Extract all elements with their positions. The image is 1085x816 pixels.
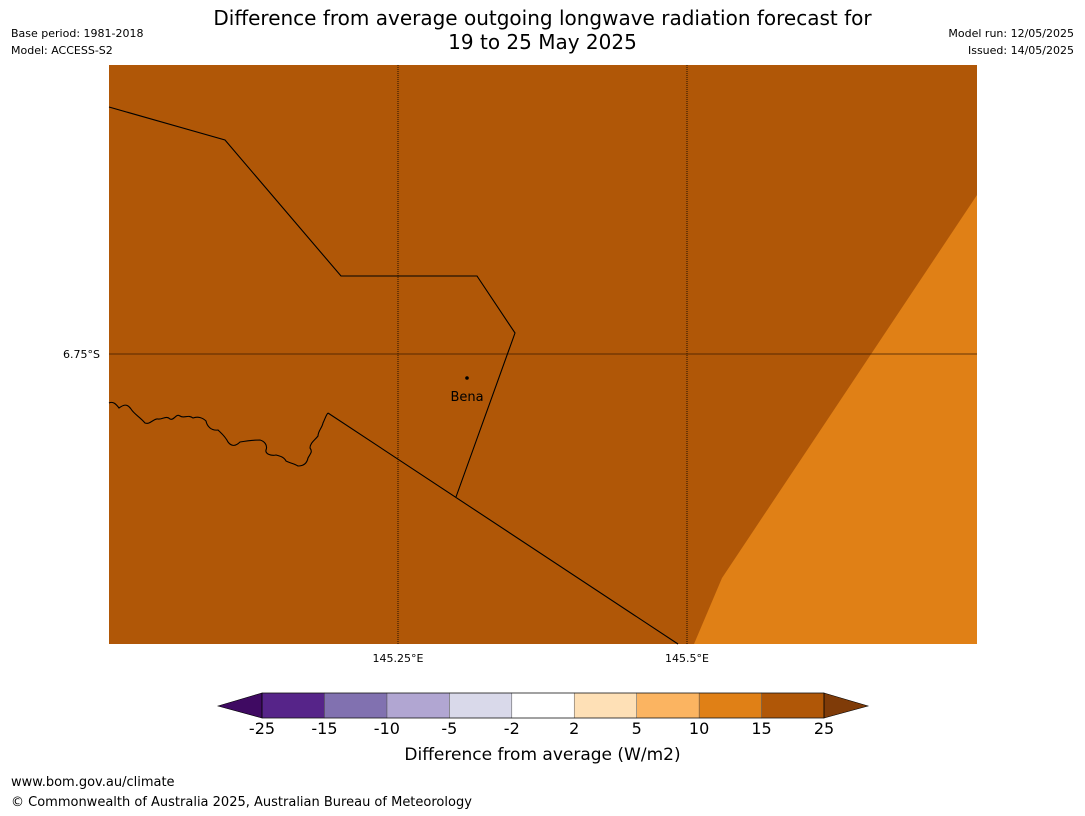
colorbar-tick-label: 25 [813,719,835,738]
lat-label: 6.75°S [63,348,100,361]
colorbar-tick-label: -15 [311,719,338,738]
colorbar-tick-label: -25 [248,719,276,738]
colorbar-segment-8 [761,692,825,719]
chart-title: Difference from average outgoing longwav… [0,6,1085,54]
colorbar-outline [261,692,825,719]
province-boundary-north [108,106,516,498]
colorbar-tick-label: 2 [569,719,580,738]
lon-label-145-5: 145.5°E [665,652,709,665]
meta-right: Model run: 12/05/2025 Issued: 14/05/2025 [948,25,1074,59]
colorbar-segment-6 [636,692,700,719]
colorbar-extend-high [823,692,870,719]
anomaly-region-10-15 [694,195,977,644]
footer-copyright: © Commonwealth of Australia 2025, Austra… [11,795,472,810]
colorbar-tick-label: 15 [751,719,772,738]
colorbar-segment-3 [449,692,513,719]
province-boundary-south [327,412,679,645]
colorbar-segment-0 [261,692,325,719]
colorbar-tick-label: -5 [441,719,458,738]
colorbar-segment-1 [324,692,388,719]
colorbar-segment-4 [511,692,575,719]
model-run: Model run: 12/05/2025 [948,27,1074,40]
colorbar-label: Difference from average (W/m2) [404,745,681,765]
title-line-2: 19 to 25 May 2025 [448,30,637,54]
bena-marker [465,376,469,380]
lon-label-145-25: 145.25°E [373,652,424,665]
colorbar-tick-label: -2 [503,719,520,738]
model-name: Model: ACCESS-S2 [11,44,113,57]
colorbar-tick-label: 5 [631,719,642,738]
meta-left: Base period: 1981-2018 Model: ACCESS-S2 [11,25,143,59]
title-line-1: Difference from average outgoing longwav… [213,6,872,30]
colorbar-segment-5 [573,692,637,719]
issued-date: Issued: 14/05/2025 [967,44,1074,57]
colorbar [216,692,870,719]
province-boundary-river [108,401,329,467]
bena-label: Bena [450,390,483,405]
footer-url[interactable]: www.bom.gov.au/climate [11,775,175,790]
colorbar-extend-low [216,692,263,719]
base-period: Base period: 1981-2018 [11,27,144,40]
colorbar-segment-2 [386,692,450,719]
colorbar-tick-label: -10 [373,719,400,738]
colorbar-tick-label: 10 [688,719,710,738]
colorbar-segment-7 [698,692,762,719]
